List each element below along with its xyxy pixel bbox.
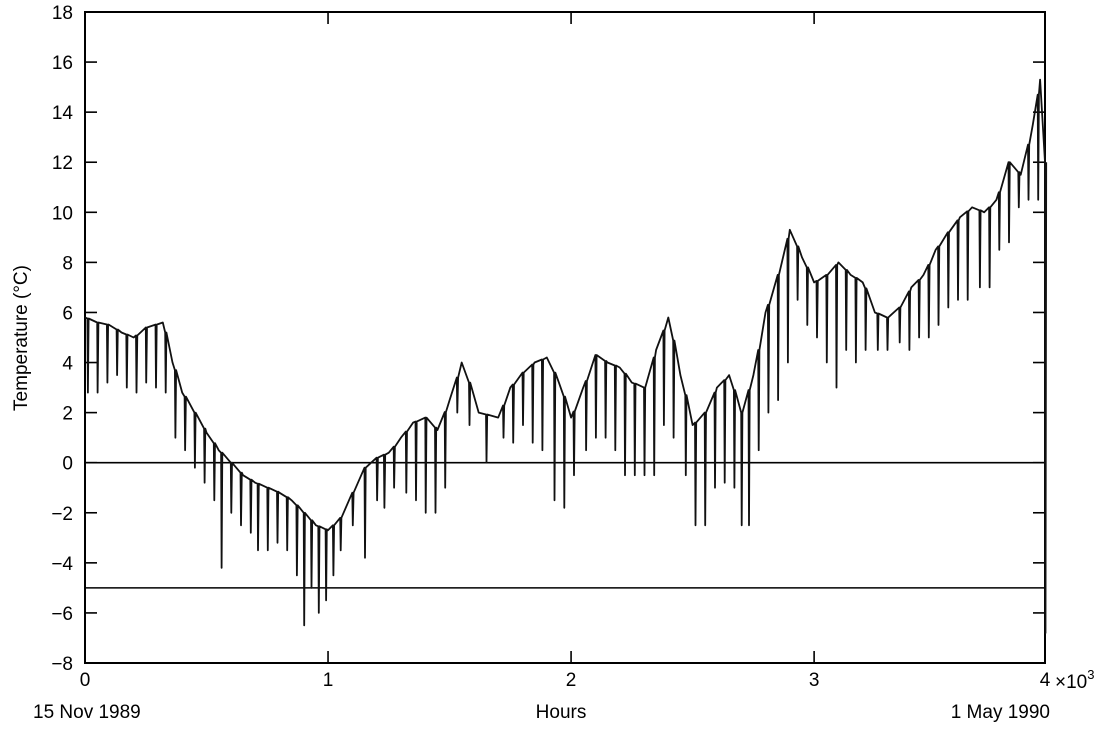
- temperature-series-line: [84, 78, 1048, 634]
- y-tick-label: 8: [62, 253, 73, 274]
- y-tick-label: 12: [52, 153, 73, 174]
- y-axis-label: Temperature (°C): [11, 265, 32, 411]
- y-axis-ticks: −8 −6 −4 −2 0 2 4 6 8 10 12 14 16 18: [51, 3, 1045, 675]
- x-multiplier-base: ×10: [1055, 672, 1087, 693]
- series-layer: [84, 78, 1048, 634]
- start-date-label: 15 Nov 1989: [33, 702, 141, 723]
- y-tick-label: 14: [52, 103, 74, 124]
- x-tick-label: 2: [566, 670, 577, 691]
- y-tick-label: 16: [52, 53, 73, 74]
- y-tick-label: 4: [62, 354, 73, 375]
- end-date-label: 1 May 1990: [951, 702, 1050, 723]
- x-axis-ticks: 0 1 2 3 4: [80, 12, 1051, 691]
- x-tick-label: 3: [809, 670, 820, 691]
- y-tick-label: −4: [51, 554, 73, 575]
- y-tick-label: 2: [62, 404, 73, 425]
- x-tick-label: 4: [1040, 670, 1051, 691]
- plot-frame: [84, 11, 1046, 664]
- x-tick-label: 0: [80, 670, 91, 691]
- y-tick-label: 6: [62, 303, 73, 324]
- y-tick-label: 0: [62, 454, 73, 475]
- y-tick-label: 18: [52, 3, 73, 24]
- x-multiplier-exponent: 3: [1087, 667, 1094, 682]
- x-tick-label: 1: [323, 670, 334, 691]
- y-tick-label: −2: [51, 504, 73, 525]
- x-axis-multiplier: ×103: [1055, 667, 1094, 693]
- y-tick-label: 10: [52, 203, 73, 224]
- x-axis-label: Hours: [536, 702, 587, 723]
- y-tick-label: −6: [51, 604, 73, 625]
- y-tick-label: −8: [51, 654, 73, 675]
